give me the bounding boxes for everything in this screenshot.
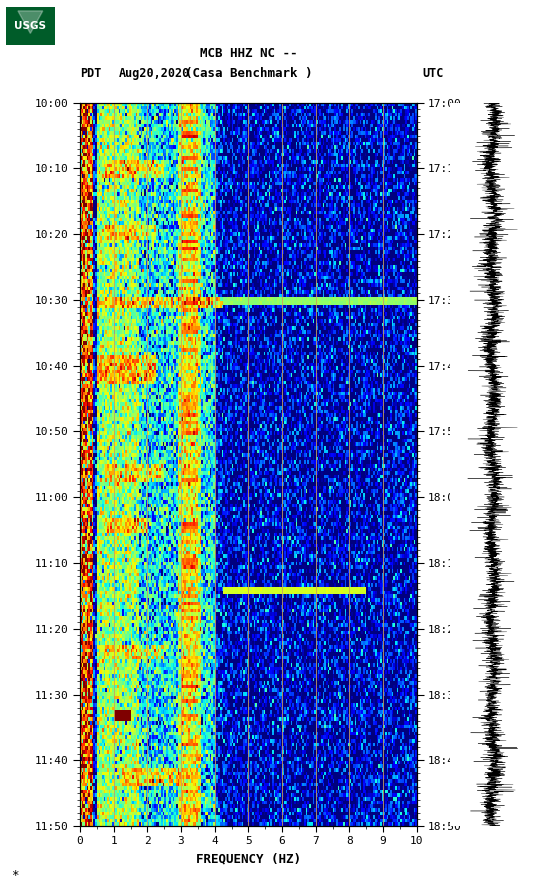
Text: Aug20,2020: Aug20,2020	[119, 67, 190, 79]
Text: (Casa Benchmark ): (Casa Benchmark )	[185, 67, 312, 79]
Polygon shape	[6, 7, 55, 29]
Polygon shape	[6, 7, 55, 45]
Text: UTC: UTC	[422, 67, 444, 79]
Polygon shape	[18, 11, 43, 33]
Text: USGS: USGS	[14, 21, 46, 31]
X-axis label: FREQUENCY (HZ): FREQUENCY (HZ)	[196, 852, 301, 865]
Text: MCB HHZ NC --: MCB HHZ NC --	[200, 47, 297, 60]
Text: PDT: PDT	[80, 67, 102, 79]
Text: *: *	[11, 869, 19, 882]
